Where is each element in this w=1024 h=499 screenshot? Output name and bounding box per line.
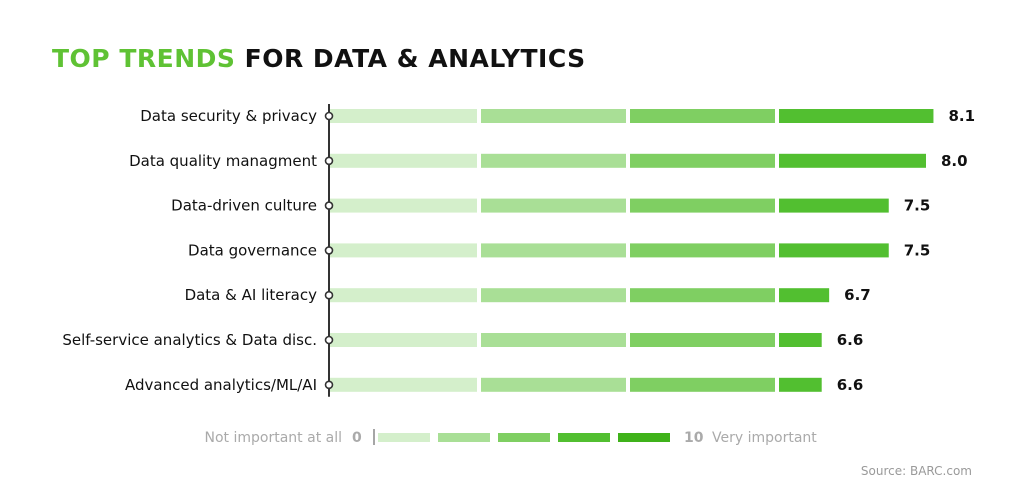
legend-scale-segment xyxy=(378,433,430,442)
bar-segment xyxy=(630,333,775,347)
value-label: 8.0 xyxy=(941,152,968,170)
value-label: 6.6 xyxy=(837,331,864,349)
legend-max-value: 10 xyxy=(684,430,704,446)
bar-segment xyxy=(330,243,477,258)
legend-scale-segment xyxy=(618,433,670,442)
value-label: 7.5 xyxy=(904,197,931,215)
bar-segment xyxy=(481,198,626,213)
legend-min-value: 0 xyxy=(352,430,362,446)
axis-tick-marker xyxy=(324,201,334,210)
bar-segment xyxy=(779,243,889,258)
category-label: Self-service analytics & Data disc. xyxy=(62,331,317,349)
bar-segment xyxy=(330,109,477,123)
chart-title-rest: FOR DATA & ANALYTICS xyxy=(244,44,586,73)
bar-segment xyxy=(779,377,822,392)
value-label: 6.7 xyxy=(844,286,871,304)
axis-tick-marker xyxy=(324,156,334,166)
legend-scale-segment xyxy=(558,433,610,442)
category-label: Data & AI literacy xyxy=(185,286,318,304)
legend-max-label: Very important xyxy=(712,430,817,446)
bar-segment xyxy=(481,153,626,168)
axis-tick-marker xyxy=(324,246,334,255)
category-label: Advanced analytics/ML/AI xyxy=(125,376,317,394)
axis-tick-marker xyxy=(324,290,334,300)
bar-segment xyxy=(630,109,775,123)
category-label: Data quality managment xyxy=(129,152,317,170)
category-label: Data governance xyxy=(188,241,317,259)
bar-segment xyxy=(779,109,934,123)
legend-scale-segment xyxy=(498,433,550,442)
bar-segment xyxy=(630,153,775,168)
bar-segment xyxy=(481,377,626,392)
bar-segment xyxy=(330,333,477,347)
bar-segment xyxy=(481,243,626,258)
chart-title: TOP TRENDS FOR DATA & ANALYTICS xyxy=(52,44,586,73)
bar-segment xyxy=(630,377,775,392)
bar-segment xyxy=(630,243,775,258)
chart-title-highlight: TOP TRENDS xyxy=(52,44,236,73)
value-label: 8.1 xyxy=(948,107,975,125)
bar-segment xyxy=(330,198,477,213)
value-label: 7.5 xyxy=(904,241,931,259)
bar-segment xyxy=(330,153,477,168)
bar-segment xyxy=(630,288,775,303)
legend-scale-segment xyxy=(438,433,490,442)
source-note: Source: BARC.com xyxy=(860,464,972,478)
axis-tick-marker xyxy=(324,335,334,345)
category-label: Data security & privacy xyxy=(140,107,317,125)
value-label: 6.6 xyxy=(837,376,864,394)
axis-tick-marker xyxy=(324,380,334,390)
legend-min-label: Not important at all xyxy=(205,430,342,446)
bar-segment xyxy=(630,198,775,213)
bar-segment xyxy=(779,288,830,303)
bar-segment xyxy=(481,288,626,303)
bar-segment xyxy=(481,333,626,347)
bar-segment xyxy=(481,109,626,123)
bar-segment xyxy=(779,333,822,347)
bar-segment xyxy=(779,198,889,213)
bar-segment xyxy=(330,288,477,303)
axis-tick-marker xyxy=(324,111,334,121)
category-label: Data-driven culture xyxy=(171,197,317,215)
bar-segment xyxy=(330,377,477,392)
bar-segment xyxy=(779,153,926,168)
